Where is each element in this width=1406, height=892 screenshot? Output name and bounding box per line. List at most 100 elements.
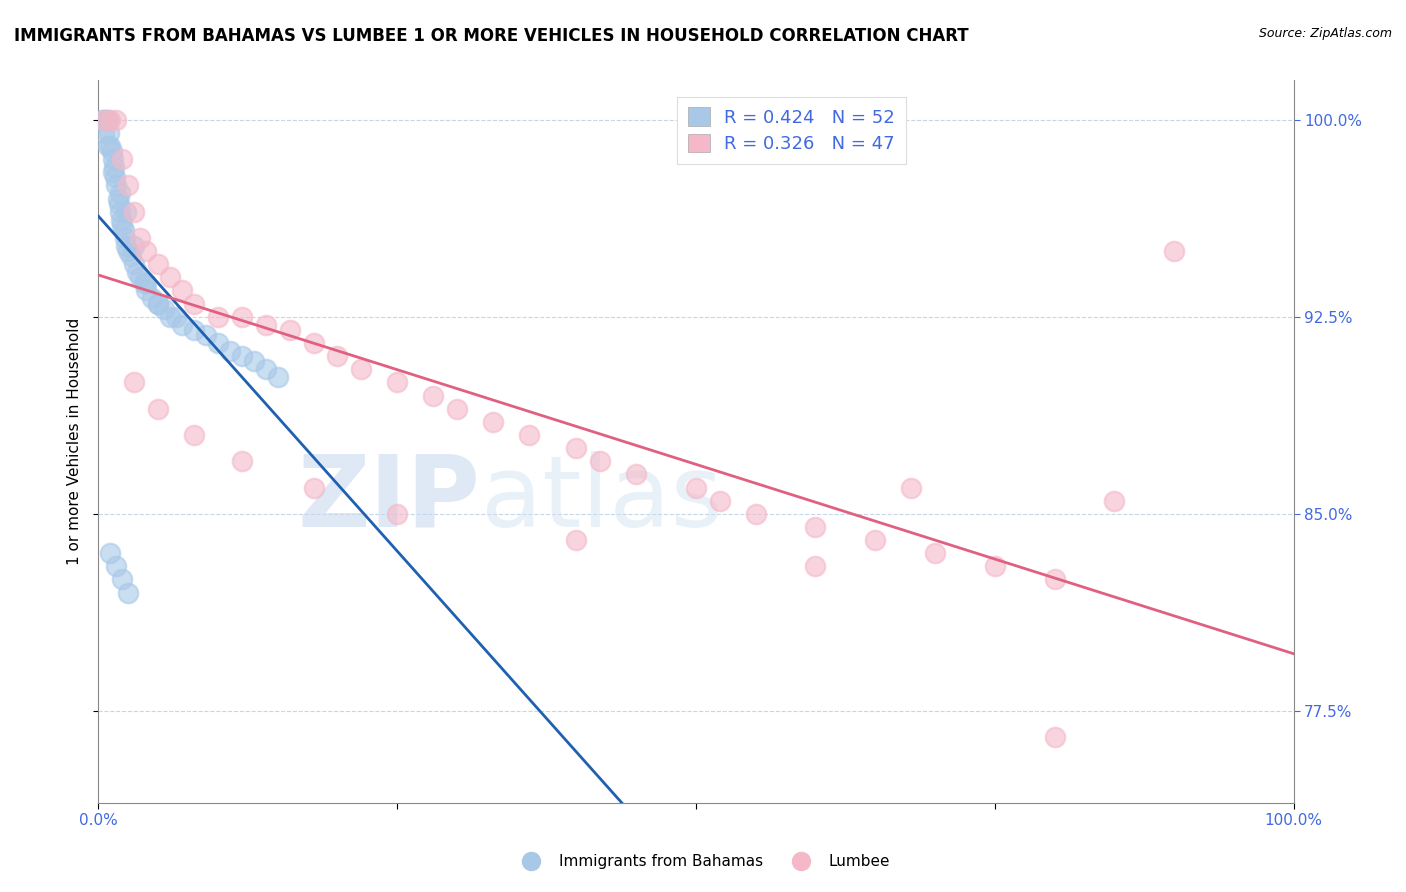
Point [91, 112, 114, 127]
Point [98, 112, 122, 127]
Point [231, 454, 253, 468]
Point [350, 362, 373, 376]
Point [101, 165, 124, 179]
Point [159, 310, 181, 324]
Point [98, 139, 122, 153]
Point [111, 152, 134, 166]
Point [97, 139, 120, 153]
Point [231, 349, 253, 363]
Point [153, 301, 176, 316]
Point [924, 546, 946, 560]
Point [385, 507, 409, 521]
Point [117, 585, 139, 599]
Point [172, 284, 194, 298]
Point [1104, 493, 1126, 508]
Point [125, 265, 148, 279]
Point [254, 362, 277, 376]
Point [135, 284, 157, 298]
Point [105, 112, 128, 127]
Point [115, 239, 138, 253]
Point [93, 126, 115, 140]
Point [124, 239, 146, 253]
Point [101, 152, 124, 166]
Point [115, 204, 138, 219]
Point [589, 454, 612, 468]
Point [148, 296, 170, 310]
Text: IMMIGRANTS FROM BAHAMAS VS LUMBEE 1 OR MORE VEHICLES IN HOUSEHOLD CORRELATION CH: IMMIGRANTS FROM BAHAMAS VS LUMBEE 1 OR M… [14, 27, 969, 45]
Point [183, 323, 205, 337]
Point [1043, 573, 1066, 587]
Point [97, 112, 120, 127]
Point [117, 178, 139, 193]
Point [104, 170, 127, 185]
Point [385, 376, 409, 390]
Point [267, 370, 290, 384]
Point [626, 467, 648, 482]
Point [207, 336, 229, 351]
Point [107, 196, 129, 211]
Point [98, 546, 122, 560]
Point [105, 178, 128, 193]
Point [865, 533, 887, 547]
Point [517, 428, 540, 442]
Point [482, 415, 505, 429]
Point [326, 349, 349, 363]
Point [114, 231, 136, 245]
Point [98, 126, 121, 140]
Point [111, 218, 134, 232]
Point [107, 192, 129, 206]
Point [195, 328, 218, 343]
Point [231, 310, 253, 324]
Point [183, 428, 205, 442]
Point [446, 401, 468, 416]
Point [124, 376, 146, 390]
Y-axis label: 1 or more Vehicles in Household: 1 or more Vehicles in Household [67, 318, 83, 566]
Point [709, 493, 731, 508]
Point [124, 257, 146, 271]
Point [165, 310, 187, 324]
Point [1163, 244, 1185, 258]
Point [108, 186, 131, 201]
Point [135, 276, 157, 290]
Point [183, 296, 205, 310]
Point [804, 559, 827, 574]
Point [100, 145, 122, 159]
Point [120, 249, 142, 263]
Point [96, 112, 118, 127]
Point [207, 310, 229, 324]
Point [422, 388, 444, 402]
Legend: Immigrants from Bahamas, Lumbee: Immigrants from Bahamas, Lumbee [510, 848, 896, 875]
Point [565, 441, 588, 455]
Point [159, 270, 181, 285]
Text: ZIP: ZIP [298, 450, 481, 548]
Point [111, 573, 134, 587]
Point [900, 481, 922, 495]
Point [103, 160, 125, 174]
Point [117, 244, 139, 258]
Point [148, 401, 170, 416]
Point [93, 112, 115, 127]
Point [278, 323, 301, 337]
Point [141, 291, 163, 305]
Point [243, 354, 266, 368]
Point [93, 112, 115, 127]
Point [302, 336, 325, 351]
Point [172, 318, 194, 332]
Point [105, 559, 128, 574]
Point [219, 343, 242, 358]
Point [685, 481, 707, 495]
Point [129, 270, 152, 285]
Point [129, 231, 152, 245]
Point [565, 533, 588, 547]
Legend: R = 0.424   N = 52, R = 0.326   N = 47: R = 0.424 N = 52, R = 0.326 N = 47 [678, 96, 905, 164]
Point [132, 276, 155, 290]
Point [254, 318, 277, 332]
Point [984, 559, 1007, 574]
Point [302, 481, 325, 495]
Point [804, 520, 827, 534]
Point [112, 223, 135, 237]
Point [124, 204, 146, 219]
Text: atlas: atlas [481, 450, 723, 548]
Point [148, 296, 170, 310]
Point [110, 212, 132, 227]
